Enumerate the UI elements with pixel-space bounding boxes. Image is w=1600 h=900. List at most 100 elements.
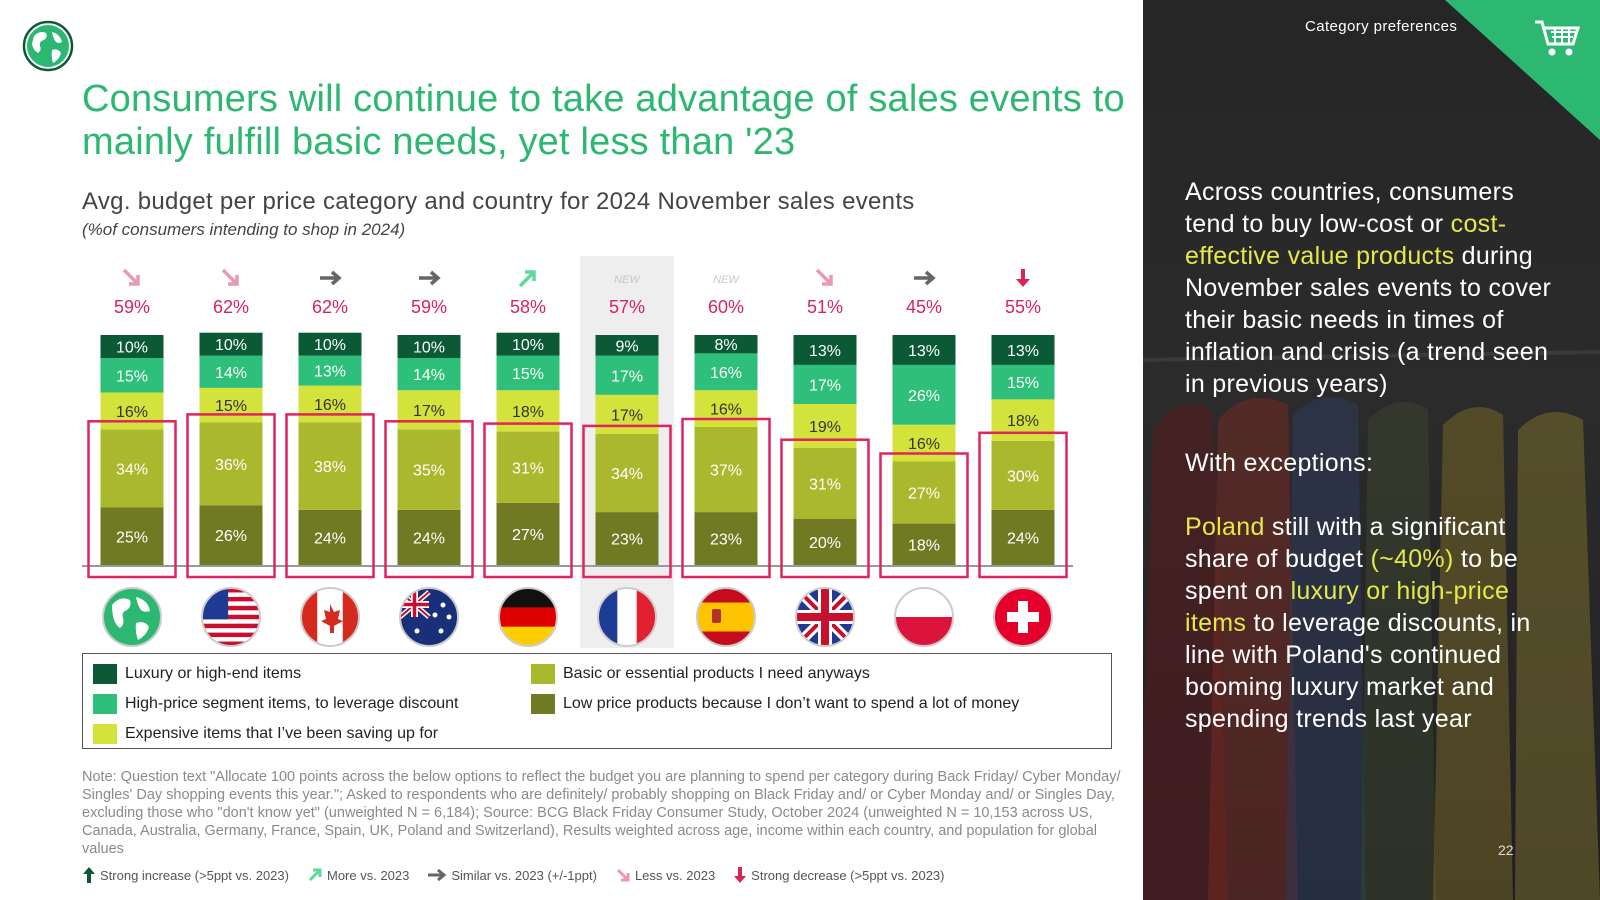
data-label: 13% bbox=[908, 343, 940, 360]
basic-needs-highlight-box bbox=[780, 438, 870, 579]
bar-segment-basic bbox=[298, 422, 362, 510]
top-pct-label: 57% bbox=[609, 297, 645, 317]
data-label: 36% bbox=[215, 457, 247, 474]
data-label: 20% bbox=[809, 535, 841, 552]
bar-segment-high_price bbox=[595, 355, 659, 395]
legend-label: Expensive items that I’ve been saving up… bbox=[125, 725, 439, 742]
data-label: 26% bbox=[908, 388, 940, 405]
bar-segment-basic bbox=[100, 429, 164, 508]
bar-segment-high_price bbox=[298, 355, 362, 386]
bar-segment-high_price bbox=[694, 353, 758, 391]
category-label: Category preferences bbox=[1305, 18, 1458, 35]
data-label: 37% bbox=[710, 463, 742, 480]
arrow-legend-label: Similar vs. 2023 (+/-1ppt) bbox=[451, 867, 597, 883]
bar-segment-high_price bbox=[397, 358, 461, 391]
bar-segment-luxury bbox=[100, 335, 164, 358]
data-label: 35% bbox=[413, 463, 445, 480]
insight-paragraph-3: Poland still with a significant share of… bbox=[1185, 513, 1531, 733]
stacked-bar-chart: 25% 34% 16% 15% 10% 59% 26% 36% 15% 14% 10% 62% 24% 3… bbox=[82, 256, 1073, 648]
bar-group-germany: 27% 31% 18% 15% 10% 58% bbox=[483, 270, 573, 647]
bar-group-poland: 18% 27% 16% 26% 13% 45% bbox=[879, 270, 969, 647]
basic-needs-highlight-box bbox=[285, 413, 375, 579]
data-label: 25% bbox=[116, 529, 148, 546]
arrow-legend-label: Strong decrease (>5ppt vs. 2023) bbox=[751, 867, 945, 883]
bar-segment-basic bbox=[397, 429, 461, 510]
arrow-legend: Strong increase (>5ppt vs. 2023) More vs… bbox=[82, 866, 962, 884]
data-label: 34% bbox=[611, 466, 643, 483]
bar-segment-high_price bbox=[892, 364, 956, 425]
canada-flag-icon bbox=[300, 587, 360, 647]
similar-arrow-icon bbox=[914, 270, 936, 286]
main-slide: Consumers will continue to take advantag… bbox=[22, 20, 1125, 884]
data-label: 26% bbox=[215, 528, 247, 545]
bar-segment-luxury bbox=[595, 335, 659, 356]
bar-group-us: 26% 36% 15% 14% 10% 62% bbox=[186, 268, 276, 647]
legend-item-low-price: Low price products because I don’t want … bbox=[531, 694, 1019, 714]
bar-segment-low_price bbox=[892, 523, 956, 565]
similar-arrow-icon bbox=[428, 868, 447, 882]
australia-flag-icon bbox=[399, 587, 459, 647]
basic-needs-highlight-box bbox=[384, 420, 474, 579]
basic-needs-highlight-box bbox=[681, 417, 771, 579]
arrow-legend-label: More vs. 2023 bbox=[326, 867, 410, 883]
basic-needs-highlight-box bbox=[483, 422, 573, 579]
arrow-legend-label: Less vs. 2023 bbox=[634, 867, 716, 883]
data-label: 17% bbox=[413, 403, 445, 420]
page-number: 22 bbox=[1498, 842, 1514, 858]
bar-group-australia: 24% 35% 17% 14% 10% 59% bbox=[384, 270, 474, 647]
bar-segment-basic bbox=[496, 431, 560, 503]
footnote: Note: Question text "Allocate 100 points… bbox=[82, 769, 1121, 857]
data-label: 34% bbox=[116, 461, 148, 478]
data-label: 16% bbox=[710, 402, 742, 419]
bar-segment-high_price bbox=[199, 355, 263, 388]
legend-swatch-low-price bbox=[531, 694, 555, 714]
legend-swatch-basic bbox=[531, 664, 555, 684]
similar-arrow-icon bbox=[320, 270, 342, 286]
data-label: 17% bbox=[611, 407, 643, 424]
strong-increase-arrow-icon bbox=[83, 867, 95, 883]
data-label: 24% bbox=[413, 530, 445, 547]
legend-item-high-price: High-price segment items, to leverage di… bbox=[93, 694, 459, 714]
basic-needs-highlight-box bbox=[87, 420, 177, 579]
top-pct-label: 59% bbox=[411, 297, 447, 317]
data-label: 10% bbox=[413, 340, 445, 357]
insight-paragraph-1: Across countries, consumers tend to buy … bbox=[1185, 178, 1552, 398]
top-pct-label: 60% bbox=[708, 297, 744, 317]
bar-segment-high_price bbox=[100, 358, 164, 393]
germany-flag-icon bbox=[498, 587, 558, 647]
bar-segment-expensive bbox=[595, 394, 659, 434]
bar-segment-high_price bbox=[793, 364, 857, 404]
data-label: 10% bbox=[314, 337, 346, 354]
globe-logo-icon bbox=[22, 20, 74, 72]
bar-segment-low_price bbox=[991, 509, 1055, 565]
bar-segment-basic bbox=[694, 427, 758, 513]
data-label: 13% bbox=[1007, 343, 1039, 360]
spain-flag-icon bbox=[696, 587, 756, 647]
bar-segment-luxury bbox=[892, 335, 956, 365]
data-label: 17% bbox=[809, 377, 841, 394]
bar-segment-basic bbox=[199, 422, 263, 506]
data-label: 16% bbox=[116, 404, 148, 421]
legend-item-basic: Basic or essential products I need anywa… bbox=[531, 664, 870, 684]
data-label: 15% bbox=[215, 398, 247, 415]
top-pct-label: 58% bbox=[510, 297, 546, 317]
data-label: 16% bbox=[314, 397, 346, 414]
bar-segment-basic bbox=[793, 447, 857, 519]
legend-item-luxury: Luxury or high-end items bbox=[93, 664, 301, 684]
less-arrow-icon bbox=[122, 268, 140, 286]
bar-group-uk: 20% 31% 19% 17% 13% 51% bbox=[780, 268, 870, 647]
top-pct-label: 51% bbox=[807, 297, 843, 317]
less-arrow-icon bbox=[815, 268, 833, 286]
data-label: 14% bbox=[215, 365, 247, 382]
bar-group-france: 23% 34% 17% 17% 9% 57% NEW bbox=[582, 274, 672, 647]
arrow-legend-strong-increase: Strong increase (>5ppt vs. 2023) bbox=[82, 866, 289, 884]
bar-segment-expensive bbox=[892, 424, 956, 462]
bar-segment-luxury bbox=[199, 332, 263, 356]
insight-panel: Category preferences Across countries, c… bbox=[1143, 0, 1600, 900]
arrow-legend-more: More vs. 2023 bbox=[307, 867, 409, 883]
data-label: 18% bbox=[908, 537, 940, 554]
chart-subtitle: Avg. budget per price category and count… bbox=[82, 188, 915, 215]
data-label: 18% bbox=[512, 404, 544, 421]
legend-swatch-luxury bbox=[93, 664, 117, 684]
arrow-legend-similar: Similar vs. 2023 (+/-1ppt) bbox=[427, 868, 597, 883]
